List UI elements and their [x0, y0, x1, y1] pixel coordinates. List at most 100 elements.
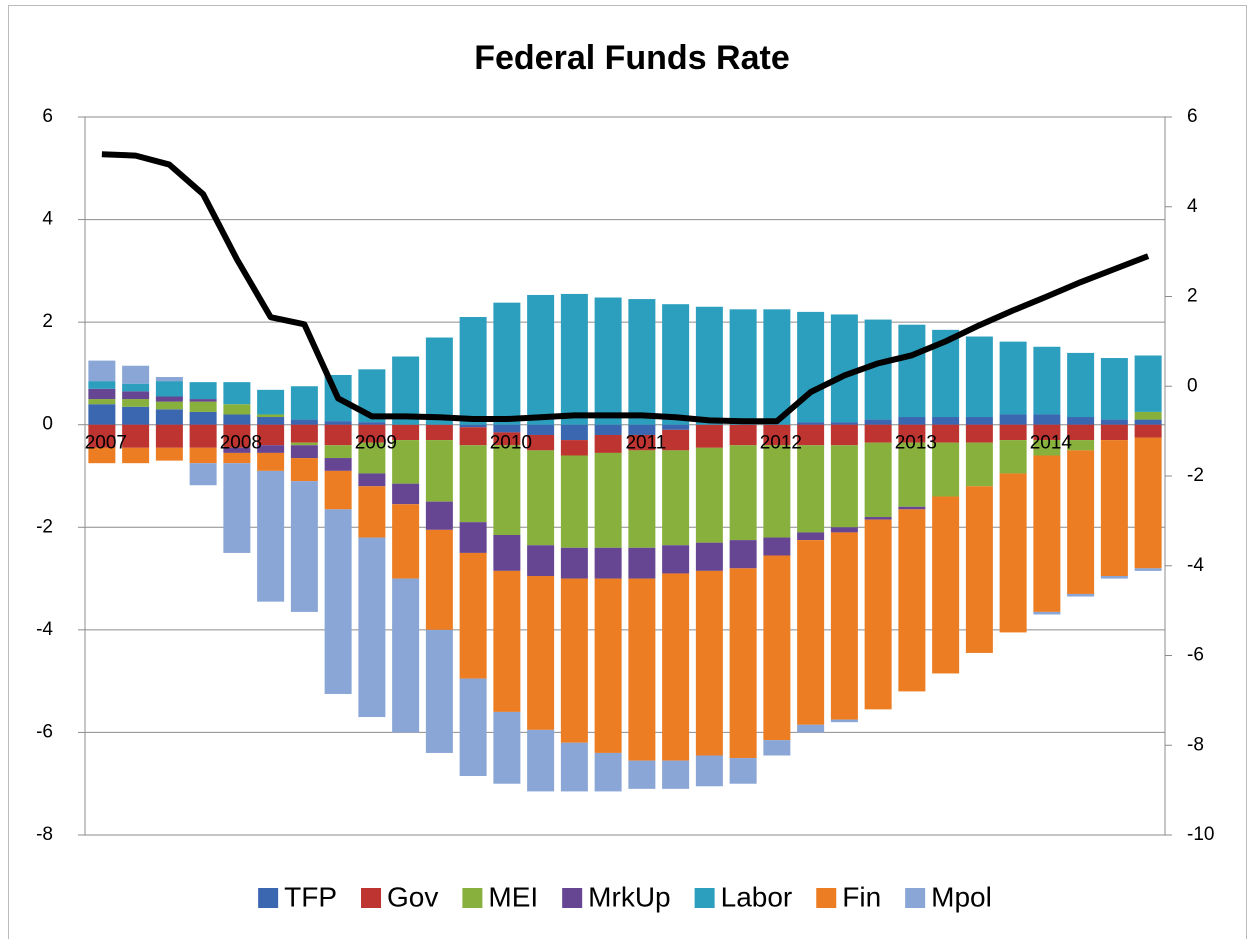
- bar-segment: [763, 740, 791, 756]
- y2-tick-label: 6: [1187, 106, 1198, 127]
- bar-segment: [695, 570, 723, 756]
- bar-segment: [1033, 440, 1061, 456]
- bar-segment: [965, 336, 993, 418]
- y-tick-label: 0: [42, 414, 53, 435]
- bar-segment: [358, 473, 386, 487]
- bar-segment: [898, 324, 926, 418]
- bar-segment: [1134, 568, 1162, 571]
- bar-segment: [662, 545, 690, 574]
- bar-segment: [1134, 411, 1162, 420]
- bar-segment: [290, 442, 318, 446]
- bar-segment: [122, 424, 150, 448]
- y2-tick-label: 2: [1187, 286, 1198, 307]
- bar-segment: [965, 486, 993, 653]
- legend-swatch: [694, 888, 715, 908]
- bar-segment: [392, 504, 420, 579]
- legend-swatch: [816, 888, 837, 908]
- bar-segment: [932, 417, 960, 425]
- bar-segment: [155, 396, 183, 402]
- bar-segment: [189, 399, 217, 402]
- bar-segment: [358, 486, 386, 538]
- x-tick-label: 2013: [895, 433, 937, 454]
- bar-segment: [729, 540, 757, 569]
- bar-segment: [1067, 352, 1095, 418]
- bar-segment: [594, 547, 622, 579]
- bar-segment: [999, 473, 1027, 633]
- legend: TFP Gov MEI MrkUp Labor Fin Mpol: [258, 881, 992, 912]
- bar-segment: [324, 509, 352, 694]
- bar-segment: [999, 341, 1027, 415]
- bar-segment: [797, 445, 825, 533]
- bar-segment: [122, 399, 150, 407]
- bar-segment: [965, 442, 993, 487]
- legend-label: MEI: [488, 881, 538, 912]
- bar-segment: [324, 470, 352, 510]
- bar-segment: [527, 424, 555, 435]
- bar-segment: [459, 317, 487, 425]
- bar-segment: [830, 532, 858, 720]
- bar-segment: [223, 382, 251, 405]
- bar-segment: [290, 386, 318, 420]
- bar-segment: [797, 424, 825, 446]
- bar-segment: [763, 555, 791, 741]
- bar-segment: [324, 445, 352, 459]
- legend-label: MrkUp: [588, 881, 670, 912]
- bar-segment: [662, 424, 690, 430]
- x-tick-label: 2014: [1030, 433, 1073, 454]
- bar-segment: [122, 447, 150, 464]
- bar-segment: [527, 545, 555, 577]
- x-tick-label: 2011: [625, 433, 666, 454]
- y-tick-label: 2: [42, 311, 53, 332]
- bar-segment: [223, 452, 251, 464]
- bar-segment: [88, 360, 116, 382]
- bar-segment: [830, 424, 858, 446]
- bar-segment: [1067, 424, 1095, 441]
- bar-segment: [1033, 455, 1061, 612]
- bar-segment: [932, 496, 960, 674]
- bar-segment: [189, 411, 217, 425]
- bar-segment: [257, 389, 285, 415]
- y-tick-label: -8: [36, 824, 53, 845]
- bar-segment: [628, 299, 656, 425]
- bar-segment: [864, 519, 892, 710]
- bar-segment: [459, 678, 487, 777]
- y-tick-label: 4: [42, 209, 53, 230]
- bar-segment: [459, 522, 487, 553]
- y-tick-label: -4: [36, 619, 53, 640]
- bar-segment: [797, 532, 825, 541]
- bar-segment: [729, 424, 757, 446]
- bar-segment: [290, 424, 318, 443]
- bar-segment: [425, 337, 453, 425]
- bar-segment: [459, 427, 487, 446]
- bar-segment: [189, 447, 217, 464]
- bar-segment: [594, 434, 622, 453]
- bar-segment: [662, 760, 690, 789]
- bar-segment: [864, 442, 892, 518]
- bar-segment: [628, 760, 656, 789]
- bar-segment: [729, 568, 757, 759]
- bar-segment: [830, 527, 858, 533]
- bar-segment: [662, 573, 690, 761]
- bar-segment: [425, 629, 453, 753]
- legend-swatch: [258, 888, 279, 908]
- bar-segment: [459, 424, 487, 428]
- bar-segment: [1134, 355, 1162, 412]
- y2-tick-label: 4: [1187, 196, 1198, 217]
- bar-segment: [628, 434, 656, 451]
- legend-label: Labor: [721, 881, 793, 912]
- bar-segment: [122, 391, 150, 400]
- bar-segment: [1134, 437, 1162, 569]
- bar-segment: [797, 724, 825, 733]
- chart-title: Federal Funds Rate: [474, 39, 790, 77]
- bar-segment: [932, 442, 960, 497]
- bars: [88, 293, 1162, 792]
- x-tick-label: 2012: [760, 433, 802, 454]
- bar-segment: [1033, 414, 1061, 425]
- bar-segment: [493, 534, 521, 571]
- bar-segment: [290, 481, 318, 612]
- x-tick-label: 2010: [490, 433, 532, 454]
- bar-segment: [493, 302, 521, 425]
- bar-segment: [358, 422, 386, 425]
- bar-segment: [459, 552, 487, 679]
- bar-segment: [695, 424, 723, 448]
